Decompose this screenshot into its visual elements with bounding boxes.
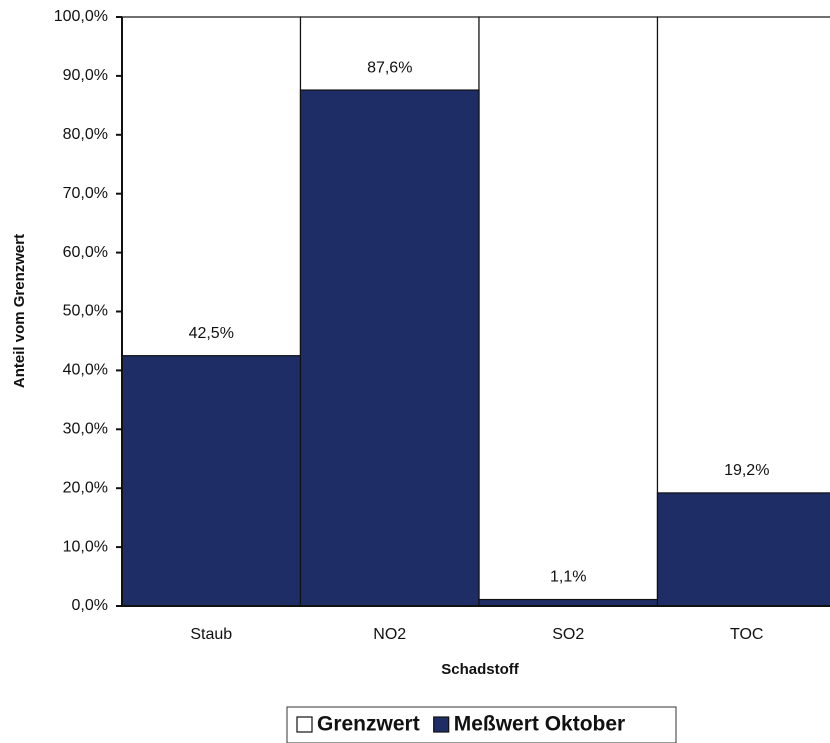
data-label: 19,2% [724, 462, 769, 479]
data-label: 42,5% [189, 325, 234, 342]
bar [121, 355, 302, 607]
y-tick-label: 40,0% [63, 362, 108, 379]
bar [656, 492, 830, 607]
y-axis-title: Anteil vom Grenzwert [11, 234, 28, 388]
x-axis-title: Schadstoff [441, 661, 520, 678]
y-tick-label: 50,0% [63, 303, 108, 320]
x-tick-label: TOC [730, 626, 763, 643]
legend-box [286, 706, 677, 743]
legend-label: Grenzwert [317, 713, 420, 736]
legend-swatch [433, 716, 450, 733]
data-label: 1,1% [550, 569, 586, 586]
y-tick-label: 60,0% [63, 244, 108, 261]
y-tick-label: 90,0% [63, 67, 108, 84]
legend-label: Meßwert Oktober [454, 713, 626, 736]
x-tick-label: SO2 [552, 626, 584, 643]
data-label: 87,6% [367, 59, 412, 76]
x-tick-label: Staub [190, 626, 232, 643]
bar [299, 89, 480, 607]
x-tick-label: NO2 [373, 626, 406, 643]
y-tick-label: 30,0% [63, 421, 108, 438]
bar [478, 16, 659, 607]
y-tick-label: 80,0% [63, 126, 108, 143]
y-tick-label: 0,0% [72, 597, 108, 614]
legend-swatch [296, 716, 313, 733]
y-tick-label: 20,0% [63, 479, 108, 496]
y-tick-label: 100,0% [54, 8, 108, 25]
y-tick-label: 10,0% [63, 538, 108, 555]
y-tick-label: 70,0% [63, 185, 108, 202]
